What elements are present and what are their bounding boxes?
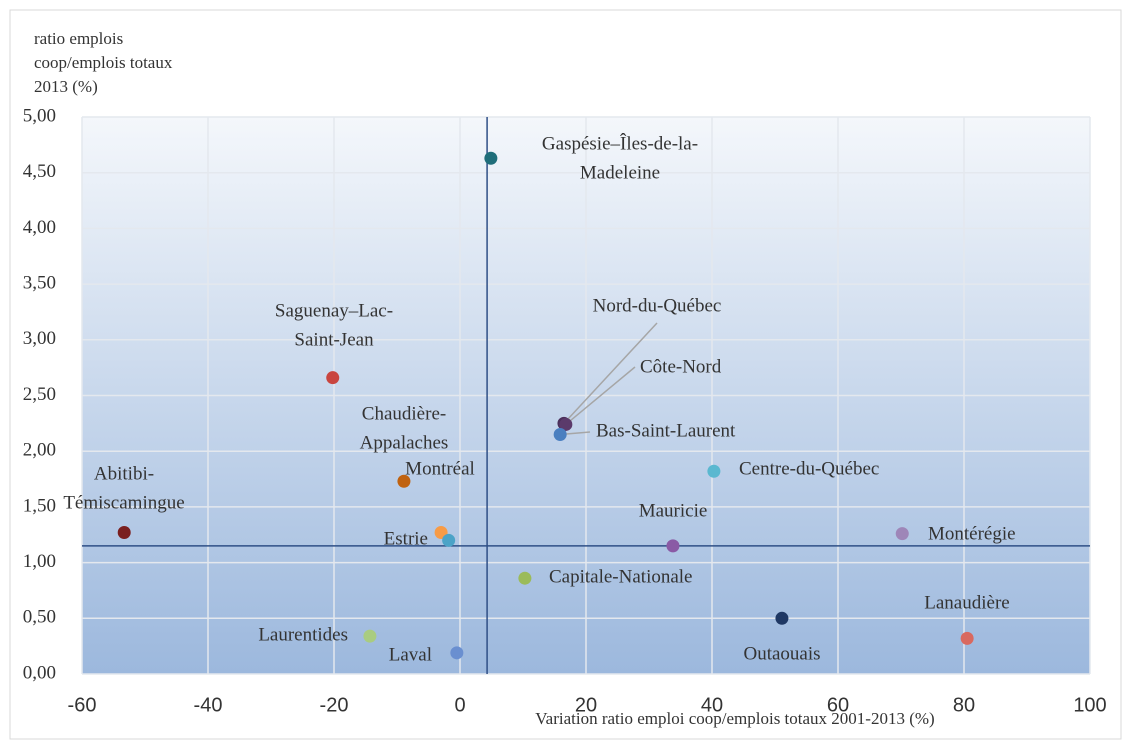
point xyxy=(117,526,131,540)
y-tick-label: 4,00 xyxy=(23,217,56,238)
point xyxy=(960,631,974,645)
point-label: Montérégie xyxy=(928,523,1016,544)
point-label: Abitibi- xyxy=(94,463,154,484)
x-tick-label: -40 xyxy=(194,694,223,716)
point-label: Lanaudière xyxy=(924,592,1009,613)
point xyxy=(450,646,464,660)
point-label: Gaspésie–Îles-de-la- xyxy=(542,132,698,154)
point-label: Madeleine xyxy=(580,162,660,183)
point xyxy=(442,533,456,547)
point xyxy=(363,629,377,643)
y-tick-label: 1,50 xyxy=(23,495,56,516)
point-label: Estrie xyxy=(384,528,428,549)
x-tick-label: 20 xyxy=(575,694,597,716)
point-label: Témiscamingue xyxy=(63,492,184,513)
point-label: Capitale-Nationale xyxy=(549,566,693,587)
x-tick-label: -60 xyxy=(68,694,97,716)
point-label: Nord-du-Québec xyxy=(593,295,722,316)
y-tick-label: 3,00 xyxy=(23,328,56,349)
y-axis-title: 2013 (%) xyxy=(34,77,98,96)
point-label: Chaudière- xyxy=(362,403,446,424)
point xyxy=(707,464,721,478)
y-tick-label: 2,50 xyxy=(23,384,56,405)
x-tick-label: -20 xyxy=(320,694,349,716)
point-label: Saguenay–Lac- xyxy=(275,300,393,321)
point xyxy=(666,539,680,553)
y-tick-label: 4,50 xyxy=(23,161,56,182)
point-label: Laurentides xyxy=(258,624,348,645)
leader-line xyxy=(565,366,636,426)
y-tick-label: 0,50 xyxy=(23,607,56,628)
x-axis-title: Variation ratio emploi coop/emplois tota… xyxy=(535,709,934,728)
chart-border xyxy=(9,9,1122,740)
point-label: Saint-Jean xyxy=(294,329,374,350)
point-label: Outaouais xyxy=(743,643,820,664)
point xyxy=(484,151,498,165)
point-label: Montréal xyxy=(405,458,475,479)
point xyxy=(397,474,411,488)
point xyxy=(518,571,532,585)
x-tick-label: 60 xyxy=(827,694,849,716)
point-label: Bas-Saint-Laurent xyxy=(596,420,736,441)
y-axis-title: ratio emplois xyxy=(34,29,123,48)
y-axis-title: coop/emplois totaux xyxy=(34,53,173,72)
point-label: Côte-Nord xyxy=(640,356,722,377)
point xyxy=(775,611,789,625)
y-tick-label: 1,00 xyxy=(23,551,56,572)
y-tick-label: 0,00 xyxy=(23,662,56,683)
y-tick-label: 3,50 xyxy=(23,272,56,293)
y-tick-label: 2,00 xyxy=(23,440,56,461)
x-tick-label: 80 xyxy=(953,694,975,716)
point-label: Laval xyxy=(389,644,432,665)
point xyxy=(326,371,340,385)
point xyxy=(895,527,909,541)
point xyxy=(553,427,567,441)
point-label: Centre-du-Québec xyxy=(739,458,879,479)
y-tick-label: 5,00 xyxy=(23,105,56,126)
leader-line xyxy=(563,322,658,424)
x-tick-label: 40 xyxy=(701,694,723,716)
point xyxy=(559,417,573,431)
x-tick-label: 0 xyxy=(454,694,465,716)
point-label: Appalaches xyxy=(360,432,449,453)
point-label: Mauricie xyxy=(639,500,708,521)
x-tick-label: 100 xyxy=(1073,694,1106,716)
